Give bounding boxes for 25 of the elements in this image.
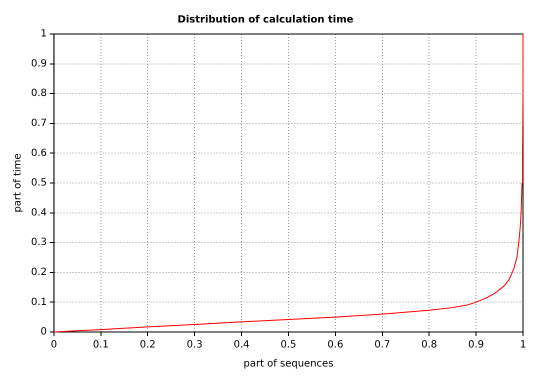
y-tick-label: 0.1 bbox=[30, 296, 47, 308]
y-tick-label: 0.9 bbox=[30, 58, 47, 70]
y-axis-title: part of time bbox=[12, 153, 24, 213]
x-tick-label: 0.1 bbox=[92, 340, 109, 351]
x-tick-label: 1 bbox=[520, 340, 526, 351]
y-tick-label: 0.7 bbox=[30, 118, 47, 129]
x-tick-label: 0.9 bbox=[468, 340, 484, 351]
x-tick-label: 0.8 bbox=[421, 340, 438, 351]
x-tick-label: 0.5 bbox=[280, 340, 296, 351]
x-tick-label: 0.3 bbox=[186, 340, 203, 351]
y-tick-label: 0.3 bbox=[30, 237, 47, 248]
chart-title: Distribution of calculation time bbox=[178, 14, 354, 26]
y-tick-label: 0.8 bbox=[30, 88, 47, 100]
x-axis-title: part of sequences bbox=[244, 358, 334, 370]
y-tick-label: 0.4 bbox=[30, 207, 47, 218]
x-tick-label: 0.4 bbox=[234, 340, 250, 351]
y-tick-label: 0.2 bbox=[30, 266, 47, 278]
x-tick-label: 0.2 bbox=[140, 340, 156, 351]
x-tick-label: 0.7 bbox=[374, 340, 390, 351]
y-tick-label: 0.6 bbox=[30, 148, 47, 159]
y-tick-label: 1 bbox=[40, 28, 47, 40]
x-tick-label: 0.6 bbox=[327, 340, 344, 351]
x-tick-label: 0 bbox=[50, 340, 58, 351]
y-tick-label: 0.5 bbox=[30, 178, 47, 189]
y-tick-label: 0 bbox=[40, 326, 47, 338]
